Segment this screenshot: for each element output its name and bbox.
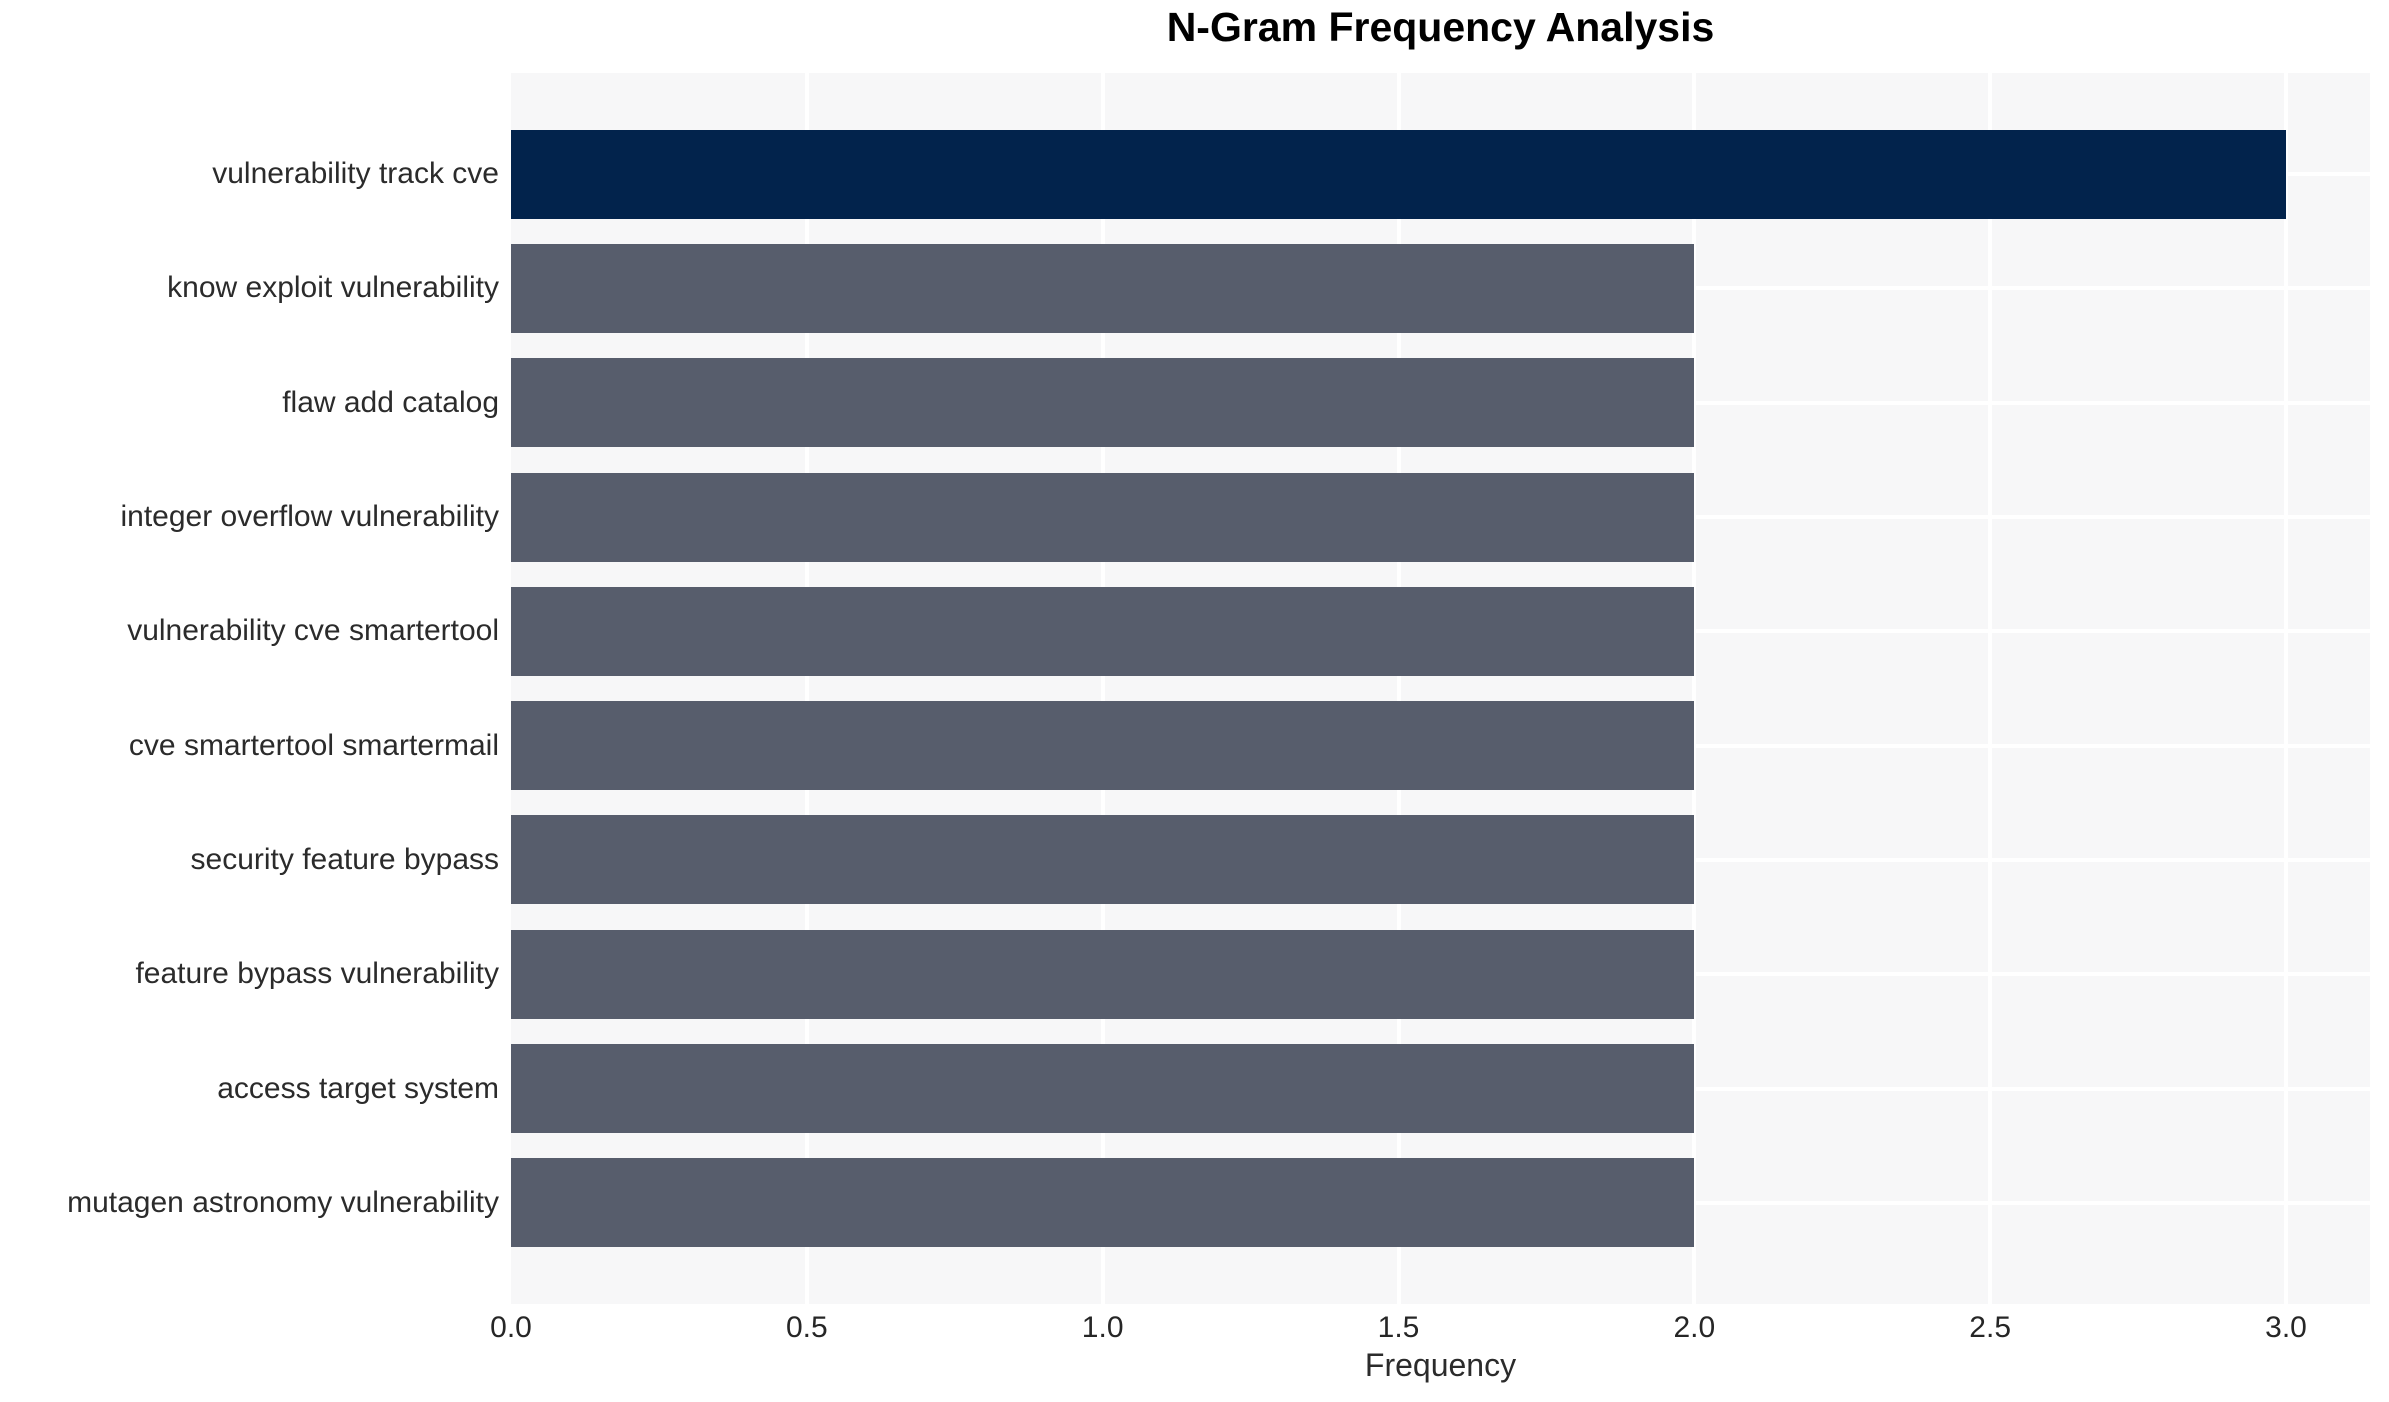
x-axis-tick-label: 0.0 (490, 1311, 532, 1344)
y-axis-label: integer overflow vulnerability (120, 500, 499, 534)
vertical-gridline (1988, 73, 1993, 1304)
y-axis-label: feature bypass vulnerability (135, 957, 499, 991)
x-axis-tick-label: 3.0 (2265, 1311, 2307, 1344)
y-axis-label: vulnerability cve smartertool (127, 614, 499, 648)
y-axis-label: security feature bypass (190, 842, 499, 876)
vertical-gridline (1396, 73, 1401, 1304)
vertical-gridline (2284, 73, 2288, 1304)
bar (511, 129, 2286, 219)
x-axis-tick-label: 0.5 (785, 1311, 828, 1344)
x-axis-tick-label: 2.5 (1969, 1311, 2012, 1344)
x-axis-title: Frequency (1364, 1347, 1517, 1383)
bar (511, 701, 1695, 791)
y-axis-label: mutagen astronomy vulnerability (67, 1185, 499, 1219)
bar (511, 472, 1695, 562)
vertical-gridline (1692, 73, 1697, 1304)
bar (511, 1044, 1695, 1134)
bar (511, 243, 1695, 333)
bar (511, 1158, 1695, 1248)
x-axis-tick-label: 1.0 (1081, 1311, 1124, 1344)
plot-area (511, 73, 2370, 1304)
chart-title: N-Gram Frequency Analysis (1166, 4, 1715, 50)
y-axis-label: flaw add catalog (282, 385, 499, 419)
y-axis-label: know exploit vulnerability (167, 271, 499, 305)
vertical-gridline (804, 73, 809, 1304)
bar (511, 815, 1695, 905)
bar (511, 358, 1695, 448)
vertical-gridline (1100, 73, 1105, 1304)
y-axis-label: vulnerability track cve (212, 157, 499, 191)
y-axis-label: access target system (217, 1071, 499, 1105)
bar (511, 586, 1695, 676)
y-axis-label: cve smartertool smartermail (128, 728, 499, 762)
x-axis-tick-label: 1.5 (1377, 1311, 1420, 1344)
x-axis-tick-label: 2.0 (1673, 1311, 1716, 1344)
bar (511, 929, 1695, 1019)
